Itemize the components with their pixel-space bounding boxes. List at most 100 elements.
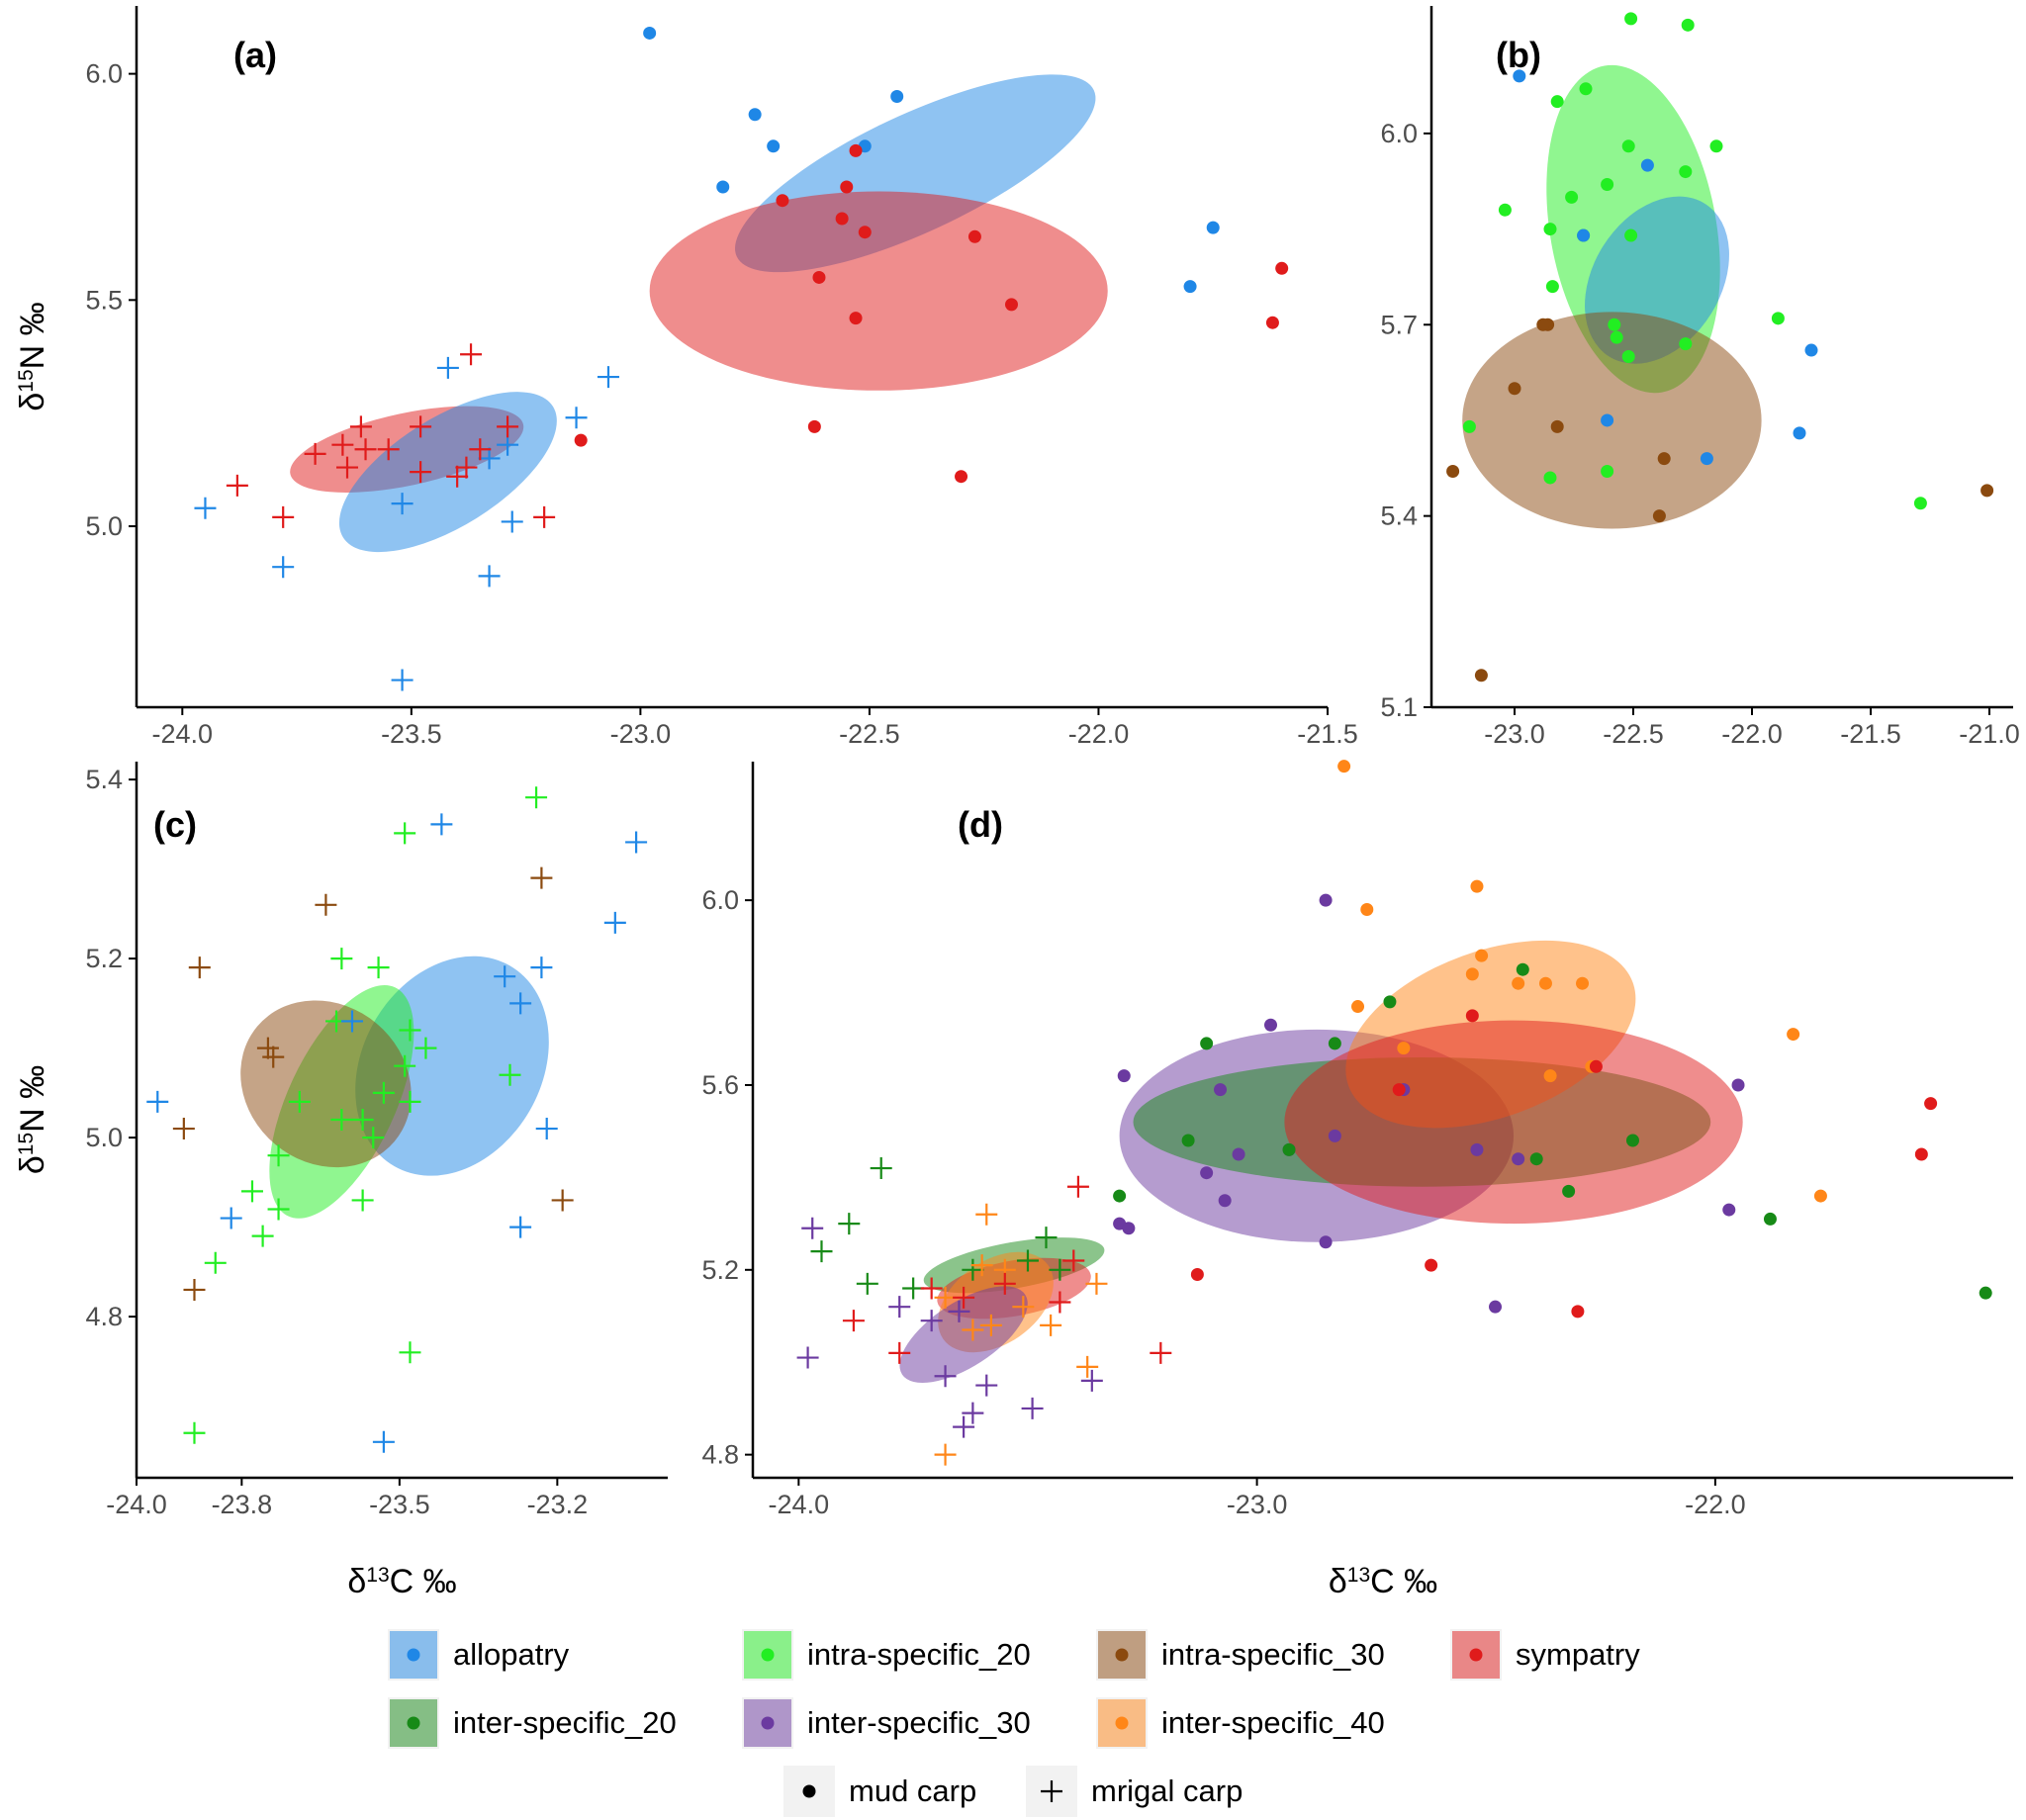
x-tick-label: -23.2 xyxy=(527,1490,589,1519)
point-mrigal-carp-intra-specific_20 xyxy=(399,1019,421,1042)
point-mrigal-carp-intra-specific_20 xyxy=(399,1090,421,1113)
point-mud-carp-intra-specific_20 xyxy=(1579,82,1593,96)
point-mud-carp-sympatry xyxy=(849,143,863,157)
y-tick-label: 5.6 xyxy=(701,1070,739,1100)
point-mud-carp-sympatry xyxy=(1190,1267,1204,1281)
point-mud-carp-inter-specific_40 xyxy=(1397,1042,1411,1055)
panel-d: -24.0 -23.0 -22.0 4.8 5.2 5.6 6.0 (d) δ13C ‰ xyxy=(701,760,2013,1600)
point-mrigal-carp-sympatry xyxy=(377,438,400,461)
x-tick-label: -23.0 xyxy=(1227,1490,1288,1519)
point-mrigal-carp-intra-specific_30 xyxy=(183,1278,206,1301)
x-tick-label: -23.0 xyxy=(610,719,672,749)
point-mud-carp-intra-specific_20 xyxy=(1771,312,1785,325)
point-mrigal-carp-inter-specific_20 xyxy=(810,1240,833,1263)
point-mrigal-carp-inter-specific_40 xyxy=(934,1443,957,1466)
legend: allopatry intra-specific_20 intra-specific… xyxy=(388,1629,1640,1817)
point-mrigal-carp-inter-specific_40 xyxy=(1085,1272,1108,1295)
point-mud-carp-intra-specific_20 xyxy=(1498,203,1512,217)
x-tick-label: -24.0 xyxy=(106,1490,167,1519)
point-mrigal-carp-sympatry xyxy=(1062,1249,1085,1272)
point-mud-carp-inter-specific_40 xyxy=(1465,967,1479,981)
point-mrigal-carp-intra-specific_20 xyxy=(267,1198,290,1221)
x-tick-label: -22.0 xyxy=(1721,719,1783,749)
point-mrigal-carp-sympatry xyxy=(455,456,478,479)
point-mrigal-carp-inter-specific_30 xyxy=(953,1415,975,1438)
legend-label-allopatry: allopatry xyxy=(453,1637,570,1672)
point-mrigal-carp-inter-specific_20 xyxy=(838,1213,861,1235)
point-mud-carp-intra-specific_20 xyxy=(1709,139,1723,153)
point-mud-carp-inter-specific_40 xyxy=(1470,879,1484,893)
y-tick-label: 5.0 xyxy=(85,511,123,541)
point-mud-carp-inter-specific_40 xyxy=(1576,976,1590,990)
point-mrigal-carp-inter-specific_20 xyxy=(870,1157,892,1180)
legend-dot-inter-specific_20 xyxy=(407,1716,420,1730)
point-mrigal-carp-allopatry xyxy=(494,965,516,988)
point-mrigal-carp-allopatry xyxy=(272,556,295,579)
panel-label: (d) xyxy=(958,804,1003,845)
legend-label-inter-specific_20: inter-specific_20 xyxy=(453,1705,677,1740)
point-mrigal-carp-sympatry xyxy=(460,343,483,366)
point-mud-carp-inter-specific_40 xyxy=(1787,1028,1800,1042)
point-mrigal-carp-intra-specific_20 xyxy=(330,948,353,970)
point-mrigal-carp-allopatry xyxy=(146,1090,169,1113)
point-mud-carp-inter-specific_30 xyxy=(1214,1083,1228,1097)
point-mrigal-carp-inter-specific_30 xyxy=(920,1310,943,1332)
point-mrigal-carp-sympatry xyxy=(272,505,295,528)
x-tick-label: -22.5 xyxy=(839,719,900,749)
point-mud-carp-intra-specific_20 xyxy=(1624,12,1638,26)
point-mud-carp-inter-specific_20 xyxy=(1200,1037,1214,1050)
x-tick-label: -23.5 xyxy=(369,1490,430,1519)
point-mud-carp-inter-specific_30 xyxy=(1722,1203,1736,1217)
point-mrigal-carp-sympatry xyxy=(410,415,432,438)
point-mud-carp-allopatry xyxy=(716,180,730,194)
point-mud-carp-intra-specific_20 xyxy=(1679,337,1693,351)
point-mud-carp-allopatry xyxy=(1513,69,1526,83)
point-mud-carp-inter-specific_30 xyxy=(1489,1300,1503,1314)
panel-a: -24.0 -23.5 -23.0 -22.5 -22.0 -21.5 5.0 5.5 6.0 (… xyxy=(14,6,1358,749)
y-tick-label: 5.4 xyxy=(85,765,123,794)
point-mrigal-carp-allopatry xyxy=(565,407,588,429)
point-mud-carp-sympatry xyxy=(955,470,968,484)
point-mrigal-carp-intra-specific_20 xyxy=(372,1081,395,1104)
point-mrigal-carp-sympatry xyxy=(993,1272,1016,1295)
point-mrigal-carp-sympatry xyxy=(920,1277,943,1300)
point-mrigal-carp-allopatry xyxy=(501,510,523,533)
point-mrigal-carp-intra-specific_20 xyxy=(414,1037,437,1059)
point-mrigal-carp-inter-specific_40 xyxy=(1076,1355,1099,1378)
point-mrigal-carp-inter-specific_20 xyxy=(962,1258,984,1281)
point-mrigal-carp-allopatry xyxy=(478,447,501,470)
point-mrigal-carp-inter-specific_30 xyxy=(1021,1397,1044,1419)
point-mud-carp-intra-specific_20 xyxy=(1621,350,1635,363)
point-mud-carp-allopatry xyxy=(890,89,904,103)
y-tick-label: 5.1 xyxy=(1380,692,1418,722)
y-axis-title: δ15N ‰ xyxy=(14,1065,51,1174)
x-tick-label: -24.0 xyxy=(152,719,214,749)
legend-dot-inter-specific_40 xyxy=(1115,1716,1129,1730)
point-mrigal-carp-sympatry xyxy=(410,461,432,484)
point-mrigal-carp-sympatry xyxy=(953,1286,975,1309)
point-mrigal-carp-sympatry xyxy=(469,438,492,461)
point-mud-carp-intra-specific_20 xyxy=(1610,330,1623,344)
point-mrigal-carp-intra-specific_30 xyxy=(256,1037,279,1059)
point-mud-carp-sympatry xyxy=(807,419,821,433)
y-tick-label: 5.2 xyxy=(85,944,123,973)
y-tick-label: 4.8 xyxy=(701,1440,739,1470)
point-mrigal-carp-intra-specific_30 xyxy=(315,893,337,916)
point-mrigal-carp-allopatry xyxy=(530,956,553,979)
ellipse-inter-specific_30 xyxy=(899,1286,1028,1384)
x-tick-label: -23.8 xyxy=(212,1490,273,1519)
point-mud-carp-intra-specific_20 xyxy=(1681,18,1695,32)
point-mud-carp-allopatry xyxy=(1577,228,1591,242)
point-mud-carp-inter-specific_40 xyxy=(1538,976,1552,990)
point-mrigal-carp-allopatry xyxy=(603,911,626,934)
point-mrigal-carp-allopatry xyxy=(509,1216,532,1238)
point-mud-carp-sympatry xyxy=(835,212,849,226)
point-mud-carp-inter-specific_30 xyxy=(1328,1129,1341,1142)
panel-label: (c) xyxy=(153,804,197,845)
ellipse-sympatry xyxy=(649,191,1108,391)
point-mud-carp-intra-specific_30 xyxy=(1474,669,1488,682)
point-mud-carp-intra-specific_20 xyxy=(1624,228,1638,242)
point-mrigal-carp-intra-specific_20 xyxy=(183,1421,206,1444)
point-mrigal-carp-allopatry xyxy=(625,831,648,854)
point-mud-carp-intra-specific_20 xyxy=(1608,318,1621,331)
